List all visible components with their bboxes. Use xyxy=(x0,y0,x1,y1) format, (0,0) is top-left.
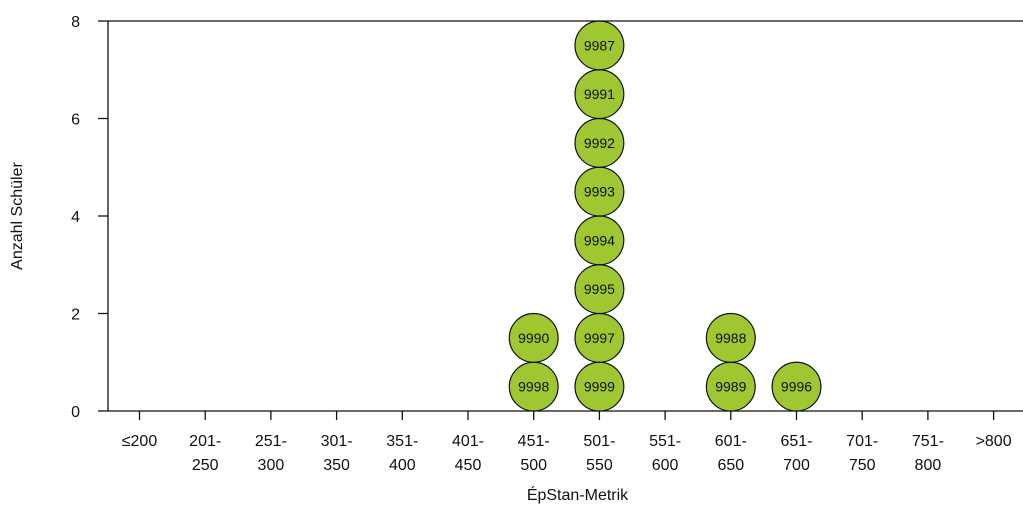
dot-circle xyxy=(705,312,756,363)
x-tick-label: ≤200 xyxy=(122,433,158,450)
dot-mark: 9987 xyxy=(574,20,625,71)
dot-label: 9998 xyxy=(518,379,549,395)
dot-mark: 9997 xyxy=(574,312,625,363)
x-tick-label: 450 xyxy=(455,457,482,474)
dot-mark: 9991 xyxy=(574,69,625,120)
dot-circle xyxy=(771,361,822,412)
x-tick-label: 650 xyxy=(717,457,744,474)
dot-mark: 9996 xyxy=(771,361,822,412)
x-tick-label: 600 xyxy=(652,457,679,474)
x-tick-label: 550 xyxy=(586,457,613,474)
dot-label: 9992 xyxy=(584,135,615,151)
dot-label: 9995 xyxy=(584,281,615,297)
y-tick-label: 0 xyxy=(71,404,80,421)
x-tick-label: 301- xyxy=(321,433,353,450)
dot-label: 9990 xyxy=(518,330,549,346)
x-axis-title: ÉpStan-Metrik xyxy=(527,485,629,504)
x-tick-label: 601- xyxy=(715,433,747,450)
x-tick-label: 350 xyxy=(323,457,350,474)
x-tick-label: 250 xyxy=(192,457,219,474)
y-axis-title: Anzahl Schüler xyxy=(9,162,26,270)
dot-label: 9991 xyxy=(584,86,615,102)
x-tick-label: 700 xyxy=(783,457,810,474)
dot-mark: 9988 xyxy=(705,312,756,363)
dot-mark: 9993 xyxy=(574,166,625,217)
y-axis: 0 2 4 6 8 xyxy=(71,14,108,421)
dot-mark: 9994 xyxy=(574,215,625,266)
dot-mark: 9992 xyxy=(574,117,625,168)
dot-circle xyxy=(508,312,559,363)
dot-mark: 9989 xyxy=(705,361,756,412)
dot-mark: 9995 xyxy=(574,264,625,315)
dot-mark: 9998 xyxy=(508,361,559,412)
x-tick-label: 651- xyxy=(780,433,812,450)
dot-label: 9987 xyxy=(584,37,615,53)
dot-label: 9996 xyxy=(781,379,812,395)
dot-label: 9994 xyxy=(584,232,615,248)
x-tick-label: 201- xyxy=(189,433,221,450)
x-tick-label: 300 xyxy=(258,457,285,474)
x-tick-label: 701- xyxy=(846,433,878,450)
dot-marks: 9998 9990 9999 9997 9995 9994 9993 9992 9991 9987… xyxy=(508,20,822,412)
plot-frame xyxy=(107,20,1023,412)
x-tick-label: 751- xyxy=(912,433,944,450)
x-axis: ≤200 201- 250 251- 300 301- 350 351- 400 401- 450 4… xyxy=(122,411,1012,474)
dot-mark: 9990 xyxy=(508,312,559,363)
x-tick-label: 400 xyxy=(389,457,416,474)
x-tick-label: >800 xyxy=(976,433,1012,450)
x-tick-label: 451- xyxy=(518,433,550,450)
y-tick-label: 4 xyxy=(71,209,80,226)
x-tick-label: 551- xyxy=(649,433,681,450)
dot-label: 9997 xyxy=(584,330,615,346)
x-tick-label: 800 xyxy=(915,457,942,474)
x-tick-label: 351- xyxy=(386,433,418,450)
dot-label: 9988 xyxy=(715,330,746,346)
dot-mark: 9999 xyxy=(574,361,625,412)
x-tick-label: 750 xyxy=(849,457,876,474)
y-tick-label: 2 xyxy=(71,307,80,324)
x-tick-label: 501- xyxy=(583,433,615,450)
dot-label: 9989 xyxy=(715,379,746,395)
dot-label: 9993 xyxy=(584,184,615,200)
dot-label: 9999 xyxy=(584,379,615,395)
y-tick-label: 8 xyxy=(71,14,80,31)
dot-circle xyxy=(574,20,625,71)
x-tick-label: 500 xyxy=(520,457,547,474)
x-tick-label: 401- xyxy=(452,433,484,450)
x-tick-label: 251- xyxy=(255,433,287,450)
y-tick-label: 6 xyxy=(71,112,80,129)
